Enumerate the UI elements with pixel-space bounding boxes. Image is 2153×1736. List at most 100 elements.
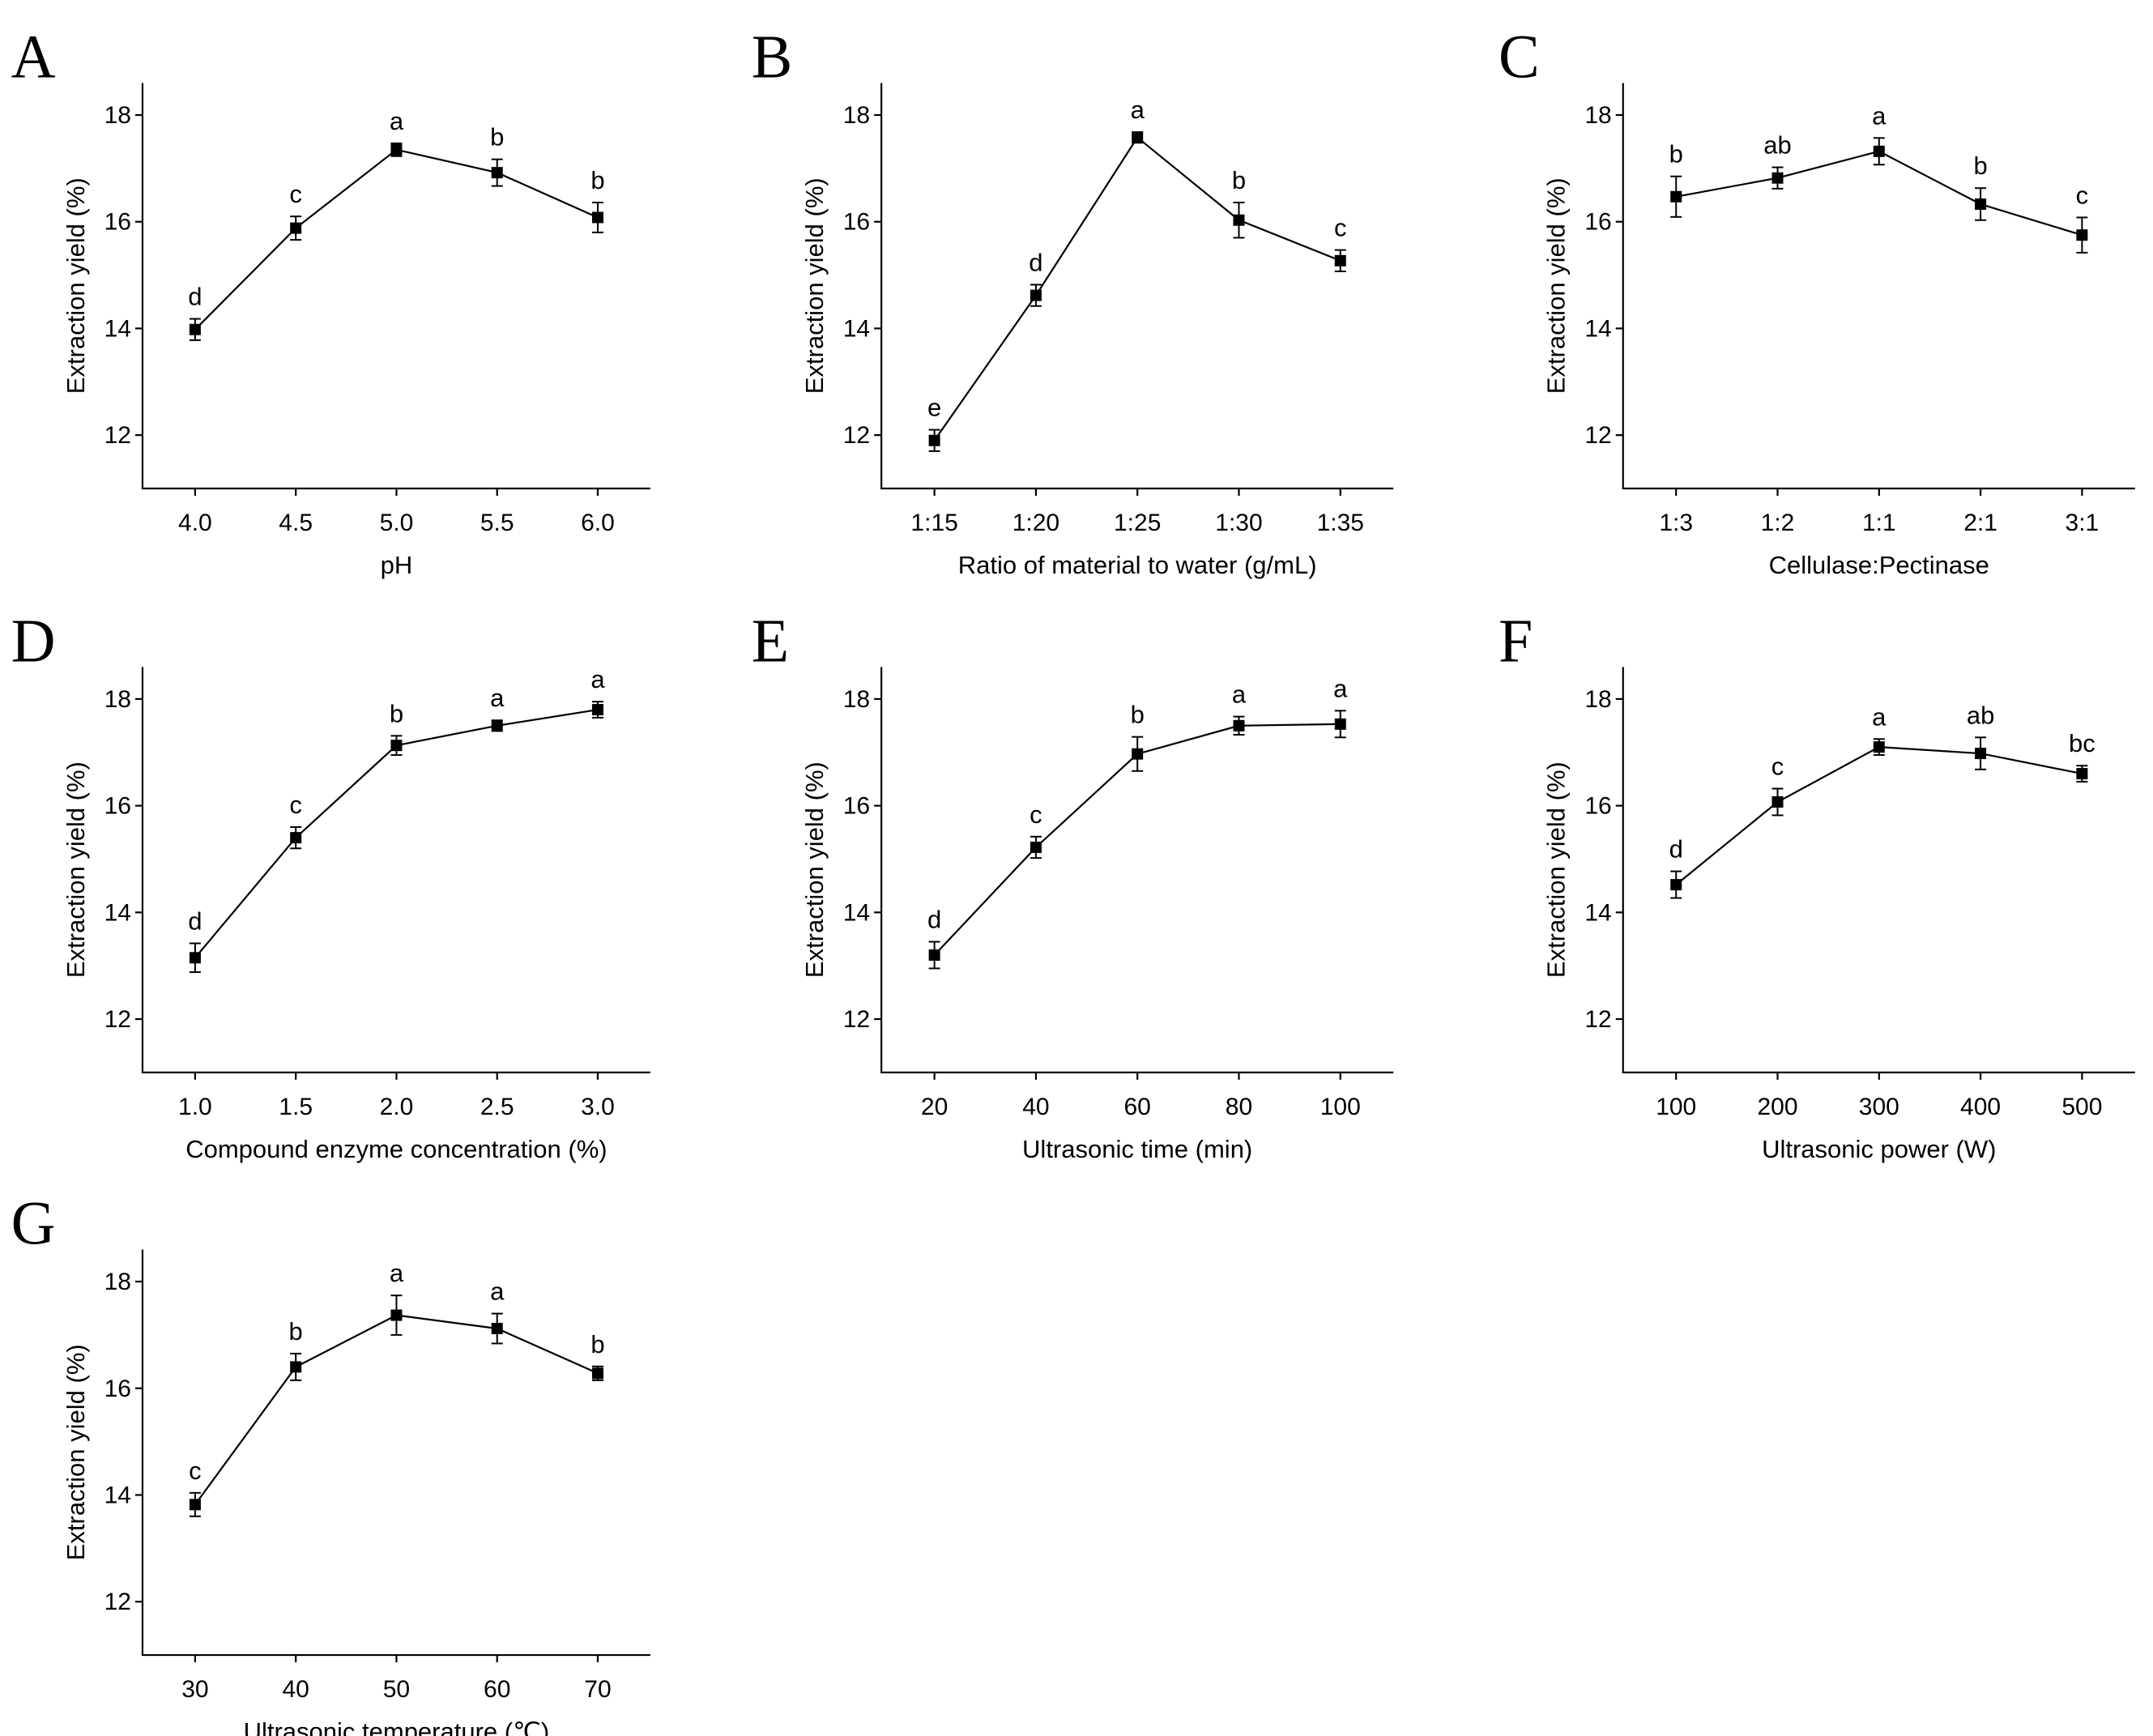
panel-a: A 12 14 16 18 4.0 4.5 5.0 5.5 6.0 pH Extraction yie…: [11, 23, 650, 579]
x-tick-label: 1:20: [1013, 510, 1059, 536]
data-point: [1873, 145, 1885, 157]
y-axis-label: Extraction yield (%): [1542, 761, 1571, 978]
y-axis-label: Extraction yield (%): [62, 761, 90, 978]
panel-letter: B: [752, 23, 793, 92]
data-point: [290, 222, 302, 234]
x-axis-label: Ratio of material to water (g/mL): [958, 551, 1317, 579]
x-axis-label: Cellulase:Pectinase: [1769, 551, 1989, 579]
y-tick-label: 18: [843, 102, 870, 129]
significance-label: b: [590, 1330, 604, 1359]
significance-label: a: [1232, 680, 1247, 709]
x-tick-label: 1:1: [1862, 510, 1896, 536]
data-point: [1132, 131, 1144, 143]
significance-label: c: [289, 791, 302, 819]
data-point: [928, 434, 940, 446]
axis-frame: [880, 83, 1394, 490]
panel-d: D 12 14 16 18 1.0 1.5 2.0 2.5 3.0 Compound enzyme …: [11, 608, 650, 1163]
x-tick-label: 1:15: [910, 510, 957, 536]
significance-label: a: [1872, 702, 1887, 731]
data-point: [491, 167, 503, 179]
significance-label: b: [390, 699, 403, 727]
y-tick-label: 14: [1584, 899, 1611, 926]
y-tick-label: 18: [1584, 686, 1611, 713]
x-tick-label: 1:2: [1761, 510, 1795, 536]
x-tick-label: 5.0: [380, 510, 414, 536]
panel-f: F 12 14 16 18 100 200 300 400 500 Ultrasonic power…: [1499, 608, 2135, 1163]
axis-frame: [1622, 667, 2135, 1073]
data-point: [591, 1367, 603, 1380]
data-point: [1030, 841, 1042, 853]
significance-label: b: [1131, 701, 1145, 729]
axis-frame: [141, 667, 650, 1073]
data-point: [491, 1322, 503, 1334]
significance-label: b: [1232, 166, 1246, 194]
y-tick-label: 12: [1584, 1006, 1611, 1033]
x-tick-label: 1.0: [178, 1094, 212, 1120]
significance-label: c: [1771, 753, 1784, 781]
y-tick-label: 14: [104, 899, 131, 926]
panel-letter: E: [752, 608, 789, 676]
data-point: [1670, 879, 1682, 891]
data-point: [1233, 719, 1245, 732]
panel-letter: G: [11, 1190, 56, 1258]
x-tick-label: 3:1: [2066, 510, 2100, 536]
y-tick-label: 12: [104, 1589, 131, 1615]
y-tick-label: 12: [1584, 422, 1611, 449]
y-tick-label: 16: [104, 209, 131, 236]
y-tick-label: 14: [104, 315, 131, 342]
y-tick-label: 14: [104, 1482, 131, 1508]
data-point: [1771, 795, 1784, 808]
y-tick-label: 16: [1584, 209, 1611, 236]
data-point: [2076, 768, 2088, 780]
data-point: [1233, 214, 1245, 226]
x-tick-label: 80: [1226, 1094, 1252, 1120]
x-tick-label: 200: [1757, 1094, 1797, 1120]
significance-label: ab: [1763, 131, 1791, 160]
significance-label: a: [1131, 96, 1145, 124]
x-axis-label: Ultrasonic temperature (℃): [244, 1717, 550, 1736]
y-tick-label: 16: [104, 1376, 131, 1402]
x-tick-label: 500: [2061, 1094, 2102, 1120]
significance-label: d: [188, 907, 202, 936]
significance-label: c: [289, 180, 302, 208]
data-point: [189, 1499, 201, 1511]
significance-label: a: [1872, 101, 1887, 130]
panel-c: C 12 14 16 18 1:3 1:2 1:1 2:1 3:1 Cellulase:Pectin…: [1499, 23, 2135, 579]
axis-frame: [141, 1249, 650, 1657]
y-tick-label: 14: [843, 899, 870, 926]
data-point: [1975, 748, 1987, 760]
significance-label: a: [490, 684, 505, 712]
significance-label: c: [1030, 800, 1042, 829]
x-tick-label: 4.0: [178, 510, 212, 536]
significance-label: ab: [1967, 701, 1994, 729]
x-tick-label: 30: [181, 1676, 208, 1703]
x-axis-label: pH: [381, 551, 413, 579]
panel-letter: A: [11, 23, 56, 92]
x-axis-label: Ultrasonic time (min): [1022, 1135, 1252, 1163]
data-point: [189, 952, 201, 964]
x-tick-label: 40: [282, 1676, 309, 1703]
data-point: [1334, 718, 1346, 730]
data-point: [390, 143, 403, 156]
y-tick-label: 12: [104, 422, 131, 449]
x-tick-label: 2:1: [1963, 510, 1997, 536]
x-tick-label: 1.5: [279, 1094, 313, 1120]
significance-label: c: [1334, 214, 1347, 242]
x-tick-label: 1:3: [1659, 510, 1693, 536]
significance-label: c: [2076, 181, 2089, 209]
data-point: [390, 1309, 403, 1321]
data-point: [591, 211, 603, 224]
series-line: [194, 148, 599, 331]
significance-label: bc: [2069, 729, 2095, 757]
axis-frame: [141, 83, 650, 490]
x-axis-label: Ultrasonic power (W): [1762, 1135, 1996, 1163]
panel-letter: D: [11, 608, 56, 676]
axis-frame: [880, 667, 1394, 1073]
significance-label: a: [590, 665, 605, 693]
significance-label: b: [289, 1317, 303, 1346]
y-tick-label: 12: [843, 1006, 870, 1033]
data-point: [2076, 229, 2088, 241]
data-point: [1132, 748, 1144, 760]
